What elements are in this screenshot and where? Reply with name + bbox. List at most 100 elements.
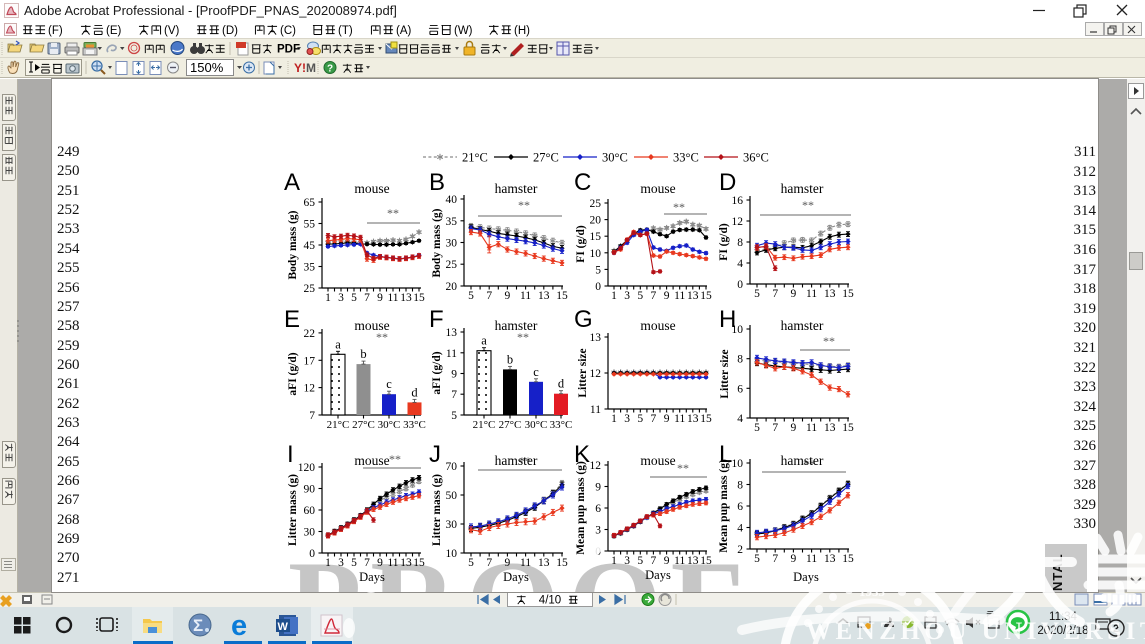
svg-text:**: ** — [823, 334, 835, 348]
svg-text:1: 1 — [325, 557, 331, 569]
svg-text:16: 16 — [732, 195, 744, 207]
svg-text:9: 9 — [664, 555, 670, 567]
svg-text:11: 11 — [446, 348, 457, 360]
svg-text:0: 0 — [595, 546, 601, 558]
svg-text:NTAL: NTAL — [1050, 553, 1065, 591]
svg-text:1: 1 — [611, 290, 617, 302]
svg-text:mouse: mouse — [354, 181, 389, 196]
svg-text:(D): (D) — [222, 25, 238, 37]
svg-text:d: d — [411, 385, 418, 399]
svg-text:7: 7 — [651, 413, 657, 425]
svg-text:hamster: hamster — [781, 181, 824, 196]
svg-text:E: E — [284, 306, 300, 333]
svg-text:17: 17 — [304, 355, 316, 367]
svg-text:9: 9 — [664, 290, 670, 302]
svg-text:(W): (W) — [454, 25, 473, 37]
svg-text:25: 25 — [446, 259, 458, 271]
svg-text:13: 13 — [687, 413, 699, 425]
svg-text:33°C: 33°C — [550, 419, 573, 431]
svg-text:15: 15 — [413, 292, 425, 304]
svg-text:**: ** — [376, 330, 388, 344]
svg-text:**: ** — [517, 330, 529, 344]
svg-text:mouse: mouse — [354, 318, 389, 333]
svg-text:b: b — [507, 352, 513, 366]
svg-text:5: 5 — [595, 264, 601, 276]
svg-text:1: 1 — [611, 413, 617, 425]
svg-text:55: 55 — [304, 219, 316, 231]
svg-text:27°C: 27°C — [499, 419, 522, 431]
svg-text:hamster: hamster — [495, 453, 538, 468]
svg-text:7: 7 — [451, 389, 457, 401]
svg-text:20: 20 — [446, 281, 458, 293]
svg-text:Days: Days — [793, 570, 819, 584]
svg-text:**: ** — [677, 461, 689, 475]
svg-text:12: 12 — [590, 460, 602, 472]
svg-text:10: 10 — [732, 458, 744, 470]
svg-text:30°C: 30°C — [525, 419, 548, 431]
svg-text:13: 13 — [824, 553, 836, 565]
svg-text:11: 11 — [387, 292, 398, 304]
svg-text:13: 13 — [538, 557, 550, 569]
svg-text:hamster: hamster — [781, 453, 824, 468]
svg-text:9: 9 — [595, 482, 601, 494]
svg-text:3: 3 — [624, 413, 630, 425]
svg-text:11: 11 — [806, 553, 817, 565]
svg-text:120: 120 — [298, 462, 316, 474]
svg-text:7: 7 — [772, 553, 778, 565]
svg-text:5: 5 — [451, 410, 457, 422]
svg-text:12: 12 — [304, 383, 316, 395]
svg-text:G: G — [574, 306, 593, 333]
svg-text:5: 5 — [637, 555, 643, 567]
svg-text:15: 15 — [700, 555, 712, 567]
svg-text:5: 5 — [468, 557, 474, 569]
svg-text:3: 3 — [595, 525, 601, 537]
svg-text:6: 6 — [737, 383, 743, 395]
svg-text:12: 12 — [590, 368, 602, 380]
svg-text:Σ: Σ — [193, 616, 203, 635]
svg-text:5: 5 — [468, 290, 474, 302]
svg-text:15: 15 — [556, 290, 568, 302]
svg-text:hamster: hamster — [495, 318, 538, 333]
svg-text:**: ** — [389, 452, 401, 466]
svg-text:45: 45 — [304, 240, 316, 252]
svg-text:15: 15 — [556, 557, 568, 569]
svg-text:11: 11 — [674, 555, 685, 567]
svg-text:7: 7 — [309, 410, 315, 422]
svg-text:15: 15 — [590, 231, 602, 243]
svg-text:Mean pup mass (g): Mean pup mass (g) — [575, 461, 587, 555]
svg-text:15: 15 — [700, 290, 712, 302]
svg-text:2: 2 — [737, 544, 743, 556]
svg-text:35: 35 — [446, 216, 458, 228]
svg-text:Litter size: Litter size — [577, 348, 589, 397]
svg-text:mouse: mouse — [354, 453, 389, 468]
svg-text:Days: Days — [503, 570, 529, 584]
svg-text:13: 13 — [446, 327, 458, 339]
svg-text:Mean pup mass (g): Mean pup mass (g) — [718, 459, 730, 553]
svg-text:2: 2 — [1113, 623, 1119, 635]
svg-text:3: 3 — [624, 555, 630, 567]
svg-text:5: 5 — [754, 553, 760, 565]
svg-text:4/10: 4/10 — [539, 595, 561, 607]
svg-text:9: 9 — [664, 413, 670, 425]
svg-text:9: 9 — [791, 288, 797, 300]
svg-text:11: 11 — [590, 404, 601, 416]
svg-text:7: 7 — [364, 557, 370, 569]
svg-text:13: 13 — [687, 290, 699, 302]
svg-text:9: 9 — [451, 369, 457, 381]
svg-text:FI (g/d): FI (g/d) — [575, 225, 587, 263]
svg-text:150%: 150% — [190, 60, 224, 75]
svg-text:aFI (g/d): aFI (g/d) — [287, 352, 299, 395]
svg-text:4: 4 — [737, 523, 743, 535]
svg-text:9: 9 — [505, 290, 511, 302]
svg-text:?: ? — [327, 64, 333, 75]
svg-text:3: 3 — [624, 290, 630, 302]
svg-text:6: 6 — [595, 503, 601, 515]
svg-text:(F): (F) — [48, 25, 63, 37]
svg-text:b: b — [360, 347, 366, 361]
svg-text:**: ** — [673, 200, 685, 214]
svg-text:Days: Days — [645, 568, 671, 582]
svg-text:13: 13 — [824, 288, 836, 300]
svg-text:mouse: mouse — [640, 318, 675, 333]
svg-text:Y!M: Y!M — [294, 61, 316, 75]
svg-text:B: B — [429, 169, 445, 196]
